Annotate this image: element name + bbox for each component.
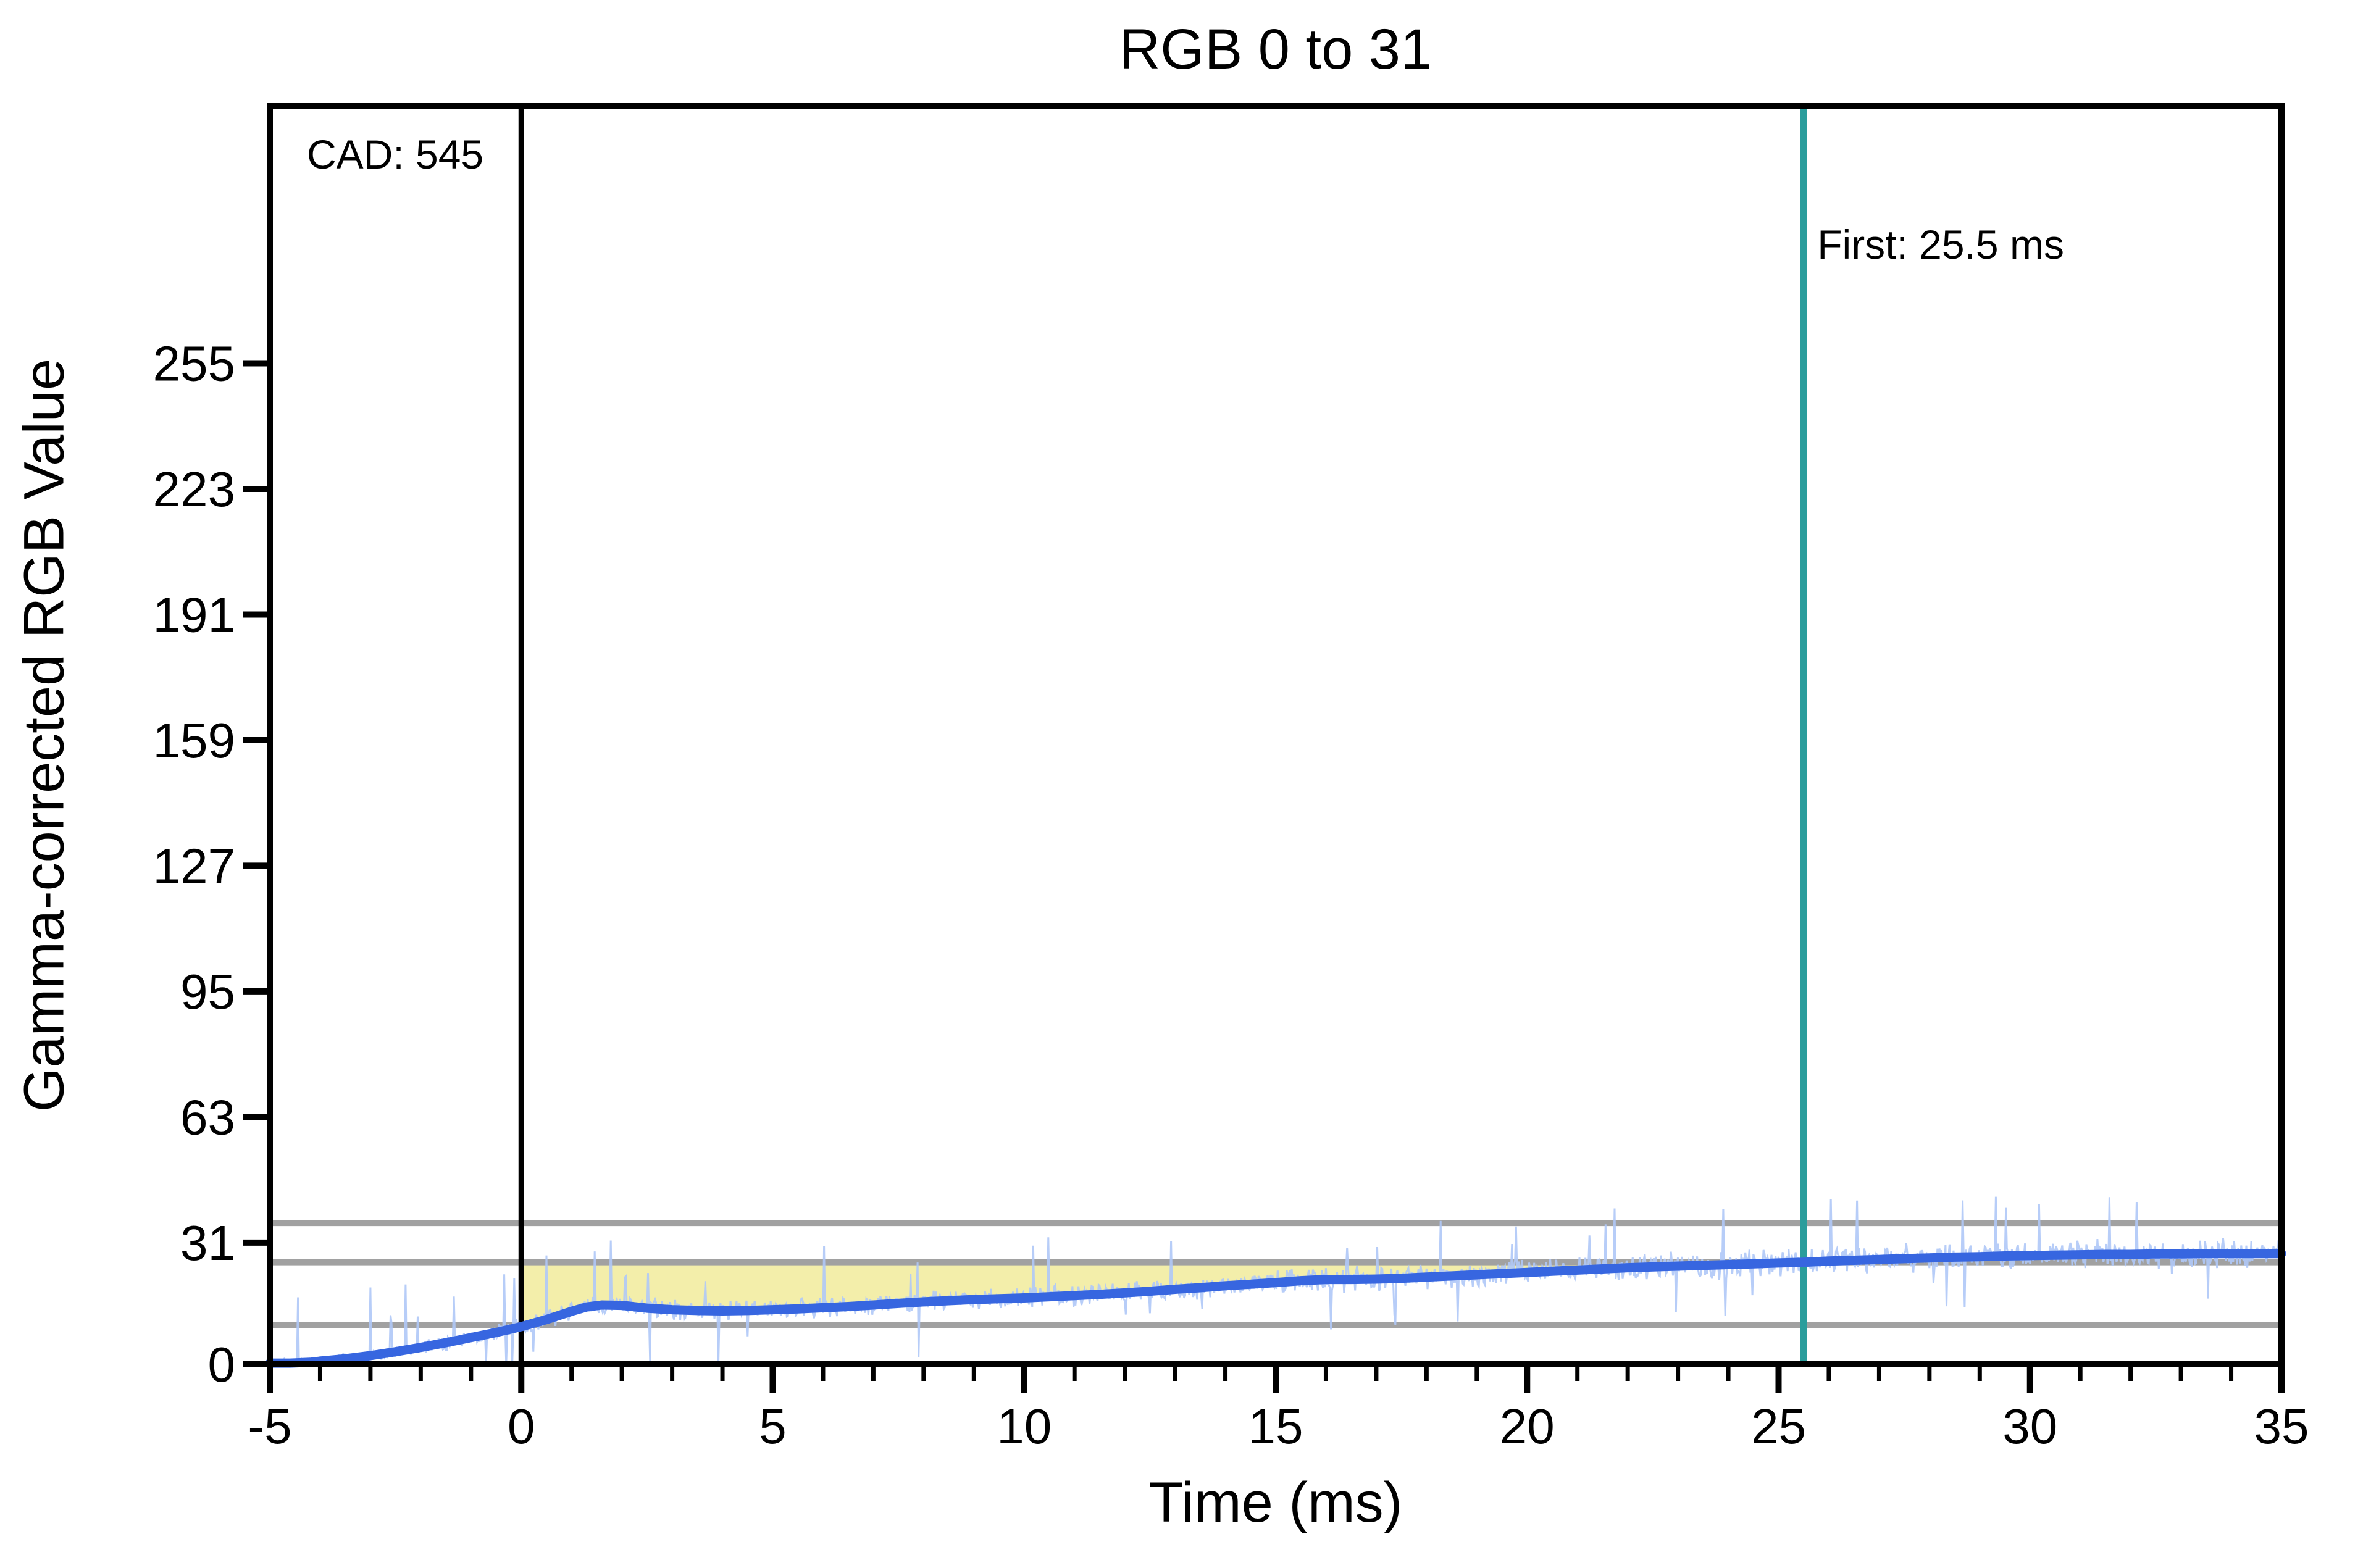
y-tick-label: 95 [180,964,235,1019]
x-tick-label: 10 [997,1399,1052,1454]
cad-annotation: CAD: 545 [307,131,484,177]
x-tick-label: 5 [759,1399,787,1454]
y-tick-label: 159 [153,713,235,768]
y-axis-label: Gamma-corrected RGB Value [12,358,76,1112]
x-tick-label: 20 [1500,1399,1555,1454]
x-tick-label: -5 [248,1399,291,1454]
y-tick-label: 31 [180,1216,235,1270]
y-tick-label: 63 [180,1090,235,1145]
x-tick-label: 15 [1248,1399,1303,1454]
x-tick-label: 25 [1751,1399,1806,1454]
smoothed-line [265,1249,2286,1368]
x-axis-label: Time (ms) [1148,1471,1403,1534]
x-tick-label: 30 [2002,1399,2057,1454]
y-tick-label: 255 [153,336,235,391]
y-tick-label: 191 [153,587,235,642]
y-tick-label: 0 [208,1337,236,1392]
cad-area [521,1262,1804,1327]
first-annotation: First: 25.5 ms [1817,222,2064,267]
x-tick-label: 35 [2254,1399,2309,1454]
chart-title: RGB 0 to 31 [1119,18,1432,81]
y-axis-ticks: 0 31 63 95 127 159 191 223 255 [153,336,270,1392]
x-axis-ticks: -5 0 5 10 15 20 25 30 35 [248,1364,2309,1454]
x-tick-label: 0 [508,1399,535,1454]
y-tick-label: 127 [153,838,235,893]
plot-frame [267,103,2285,1367]
y-tick-label: 223 [153,462,235,517]
